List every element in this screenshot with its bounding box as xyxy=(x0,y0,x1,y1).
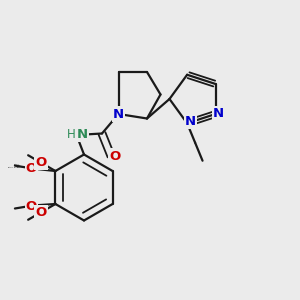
Text: O: O xyxy=(109,149,120,163)
Text: O: O xyxy=(26,161,37,175)
Text: methoxy: methoxy xyxy=(14,164,20,165)
Text: H: H xyxy=(67,128,76,141)
Text: N: N xyxy=(213,107,224,121)
Text: O: O xyxy=(35,156,47,169)
Text: N: N xyxy=(184,115,196,128)
Text: N: N xyxy=(113,107,124,121)
Text: methoxy: methoxy xyxy=(8,167,14,168)
Text: methoxy: methoxy xyxy=(14,167,20,168)
Text: O: O xyxy=(35,206,47,219)
Text: N: N xyxy=(76,128,88,141)
Text: methoxy: methoxy xyxy=(16,167,23,168)
Text: methoxy: methoxy xyxy=(15,164,21,166)
Text: O: O xyxy=(26,200,37,213)
